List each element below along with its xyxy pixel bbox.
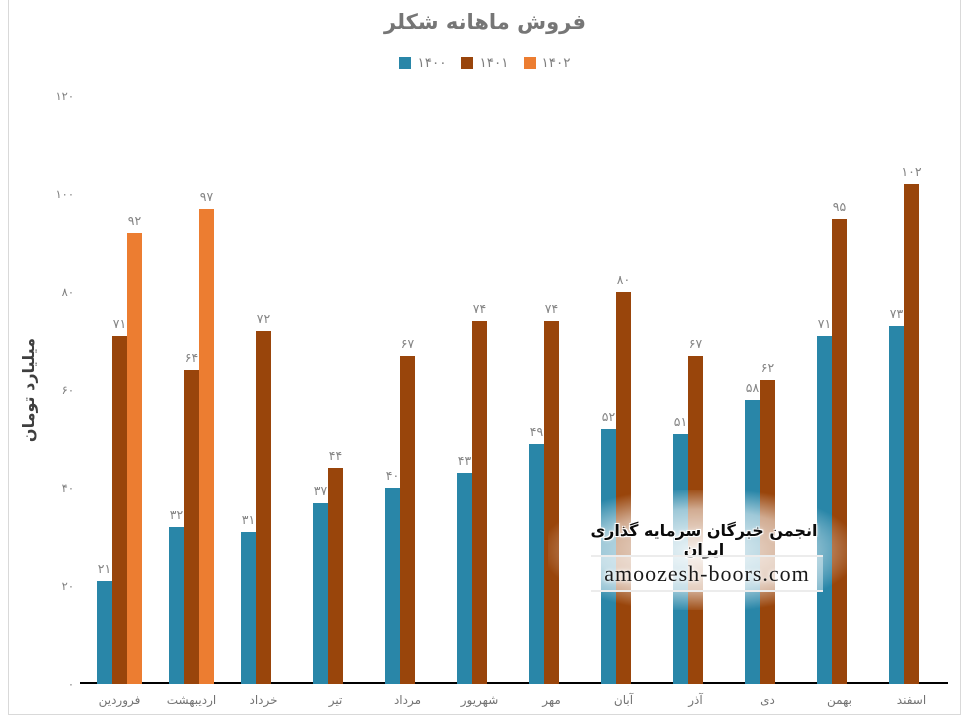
legend-swatch-icon: [461, 57, 474, 69]
bar-value-label: ۵۱: [673, 414, 688, 430]
bar-s2-m7: [544, 321, 559, 684]
legend-label: ۱۴۰۰: [417, 55, 447, 71]
bar-s2-m1: [112, 336, 127, 684]
bar-value-label: ۷۱: [112, 316, 127, 332]
y-axis-tick-label: ۲۰: [61, 579, 74, 593]
bar-value-label: ۹۵: [832, 198, 847, 214]
legend-item: ۱۴۰۰: [399, 55, 446, 71]
bar-value-label: ۷۲: [256, 311, 271, 327]
bar-s1-m11: [817, 336, 832, 684]
bar-value-label: ۷۴: [544, 301, 559, 317]
bar-value-label: ۴۰: [385, 468, 400, 483]
y-axis-tick-label: ۶۰: [61, 383, 74, 397]
legend-label: ۱۴۰۲: [541, 55, 571, 71]
bar-s2-m3: [256, 331, 271, 684]
bar-s2-m11: [832, 218, 847, 684]
y-axis-tick-label: ۸۰: [61, 285, 74, 299]
x-axis-category-label: شهریور: [460, 693, 499, 707]
y-axis-tick-label: ۱۰۰: [55, 187, 74, 201]
legend-swatch-icon: [523, 57, 536, 69]
x-axis-line: [80, 682, 948, 684]
watermark-site-url: amoozesh-boors.com: [604, 560, 810, 586]
legend-item: ۱۴۰۱: [461, 55, 509, 71]
x-axis-category-label: مرداد: [393, 693, 422, 707]
y-axis-tick-label: ۰: [67, 677, 74, 691]
bar-s2-m8: [616, 292, 631, 684]
bar-value-label: ۵۲: [601, 409, 616, 425]
bar-s1-m1: [97, 581, 112, 684]
bar-value-label: ۴۹: [529, 423, 544, 439]
bar-value-label: ۵۸: [745, 379, 760, 395]
legend-swatch-icon: [399, 57, 412, 69]
bar-value-label: ۹۷: [199, 188, 214, 204]
bar-value-label: ۹۲: [127, 213, 142, 229]
bar-value-label: ۷۱: [817, 316, 832, 332]
bar-s1-m4: [313, 502, 328, 684]
bar-s1-m5: [385, 488, 400, 684]
y-axis-tick-label: ۱۲۰: [55, 89, 74, 103]
bar-s1-m12: [889, 326, 904, 684]
bar-value-label: ۷۴: [472, 301, 487, 317]
bar-value-label: ۶۷: [688, 335, 703, 351]
bar-s2-m2: [184, 370, 199, 684]
legend-item: ۱۴۰۲: [523, 55, 571, 71]
bar-s1-m2: [169, 527, 184, 684]
legend-label: ۱۴۰۱: [479, 55, 509, 71]
bar-value-label: ۳۱: [241, 512, 256, 528]
bar-s2-m6: [472, 321, 487, 684]
bar-value-label: ۴۳: [457, 453, 472, 469]
bar-value-label: ۷۳: [889, 306, 904, 322]
bar-s2-m9: [688, 355, 703, 684]
y-axis-tick-label: ۴۰: [61, 481, 74, 495]
bar-value-label: ۴۴: [328, 448, 343, 464]
bar-s1-m6: [457, 473, 472, 684]
x-axis-category-label: آذر: [688, 693, 703, 707]
bar-s3-m2: [199, 208, 214, 684]
bar-value-label: ۶۲: [760, 360, 775, 376]
bar-s3-m1: [127, 233, 142, 684]
x-axis-category-label: آبان: [613, 693, 634, 707]
watermark-site-band: amoozesh-boors.com: [591, 555, 823, 592]
chart-title: فروش ماهانه شکلر: [384, 10, 586, 34]
bar-value-label: ۱۰۲: [901, 164, 922, 180]
legend: ۱۴۰۰ ۱۴۰۱ ۱۴۰۲: [0, 53, 970, 73]
bar-value-label: ۲۱: [97, 561, 112, 577]
bar-value-label: ۳۷: [313, 482, 328, 498]
x-axis-category-label: بهمن: [827, 693, 852, 707]
bar-value-label: ۸۰: [616, 272, 631, 287]
x-axis-category-label: تیر: [328, 693, 343, 707]
bar-s1-m7: [529, 443, 544, 684]
x-axis-category-label: فروردین: [98, 693, 141, 707]
bar-value-label: ۶۴: [184, 350, 199, 366]
bar-value-label: ۶۷: [400, 335, 415, 351]
bar-s1-m3: [241, 532, 256, 684]
bar-s2-m4: [328, 468, 343, 684]
x-axis-category-label: دی: [760, 693, 775, 707]
watermark-association-text: انجمن خبرگان سرمایه گذاری ایران: [590, 521, 818, 559]
bar-s2-m5: [400, 355, 415, 684]
bar-value-label: ۳۲: [169, 507, 184, 523]
x-axis-category-label: اسفند: [896, 693, 927, 707]
x-axis-category-label: خرداد: [249, 693, 278, 707]
bar-s2-m12: [904, 184, 919, 684]
x-axis-category-label: مهر: [542, 693, 561, 707]
x-axis-category-label: اردیبهشت: [166, 693, 217, 707]
